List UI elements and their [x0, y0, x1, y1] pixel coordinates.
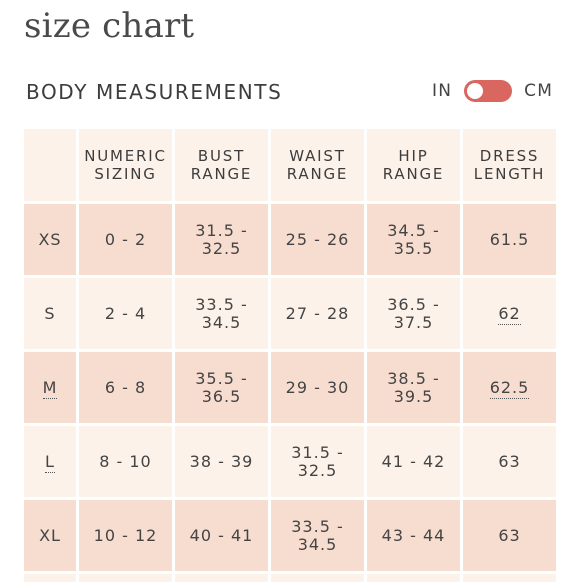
waist-range-cell: 33.5 - 34.5	[271, 500, 364, 571]
empty-cell	[24, 574, 76, 582]
cell-value: 36.5 - 37.5	[387, 294, 440, 332]
dress-length-link[interactable]: 62.5	[489, 377, 530, 399]
cell-value: 31.5 - 32.5	[291, 442, 344, 480]
table-row: XL 10 - 12 40 - 41 33.5 - 34.5 43 - 44 6…	[24, 500, 556, 571]
hip-range-cell: 34.5 - 35.5	[367, 204, 460, 275]
unit-toggle: IN CM	[432, 80, 553, 102]
dress-length-cell: 63	[463, 426, 556, 497]
header-label: HIP RANGE	[382, 147, 445, 183]
switch-knob	[467, 83, 484, 99]
cell-value: 33.5 - 34.5	[291, 516, 344, 554]
dress-length-cell[interactable]: 62.5	[463, 352, 556, 423]
numeric-sizing-cell: 2 - 4	[79, 278, 172, 349]
empty-cell	[79, 574, 172, 582]
size-label-cell: XL	[24, 500, 76, 571]
header-cell-numeric-sizing: NUMERIC SIZING	[79, 129, 172, 201]
waist-range-cell: 29 - 30	[271, 352, 364, 423]
waist-range-cell: 27 - 28	[271, 278, 364, 349]
bust-range-cell: 31.5 - 32.5	[175, 204, 268, 275]
numeric-sizing-cell: 8 - 10	[79, 426, 172, 497]
size-label-cell[interactable]: L	[24, 426, 76, 497]
unit-label-cm: CM	[524, 81, 554, 101]
cell-value: 38.5 - 39.5	[387, 368, 440, 406]
cell-value: 35.5 - 36.5	[195, 368, 248, 406]
empty-cell	[271, 574, 364, 582]
header-label: BUST RANGE	[190, 147, 253, 183]
dress-length-link[interactable]: 62	[498, 303, 521, 325]
size-label-cell: S	[24, 278, 76, 349]
size-table: NUMERIC SIZING BUST RANGE WAIST RANGE HI…	[21, 126, 559, 585]
unit-label-in: IN	[432, 81, 453, 101]
numeric-sizing-cell: 0 - 2	[79, 204, 172, 275]
section-title: BODY MEASUREMENTS	[26, 80, 283, 104]
cell-value: 31.5 - 32.5	[195, 220, 248, 258]
hip-range-cell: 43 - 44	[367, 500, 460, 571]
size-label-link[interactable]: L	[45, 451, 55, 473]
cell-value: 33.5 - 34.5	[195, 294, 248, 332]
dress-length-cell: 63	[463, 500, 556, 571]
empty-cell	[463, 574, 556, 582]
waist-range-cell: 31.5 - 32.5	[271, 426, 364, 497]
table-row: L 8 - 10 38 - 39 31.5 - 32.5 41 - 42 63	[24, 426, 556, 497]
empty-cell	[175, 574, 268, 582]
table-row: XS 0 - 2 31.5 - 32.5 25 - 26 34.5 - 35.5…	[24, 204, 556, 275]
hip-range-cell: 41 - 42	[367, 426, 460, 497]
header-cell-waist-range: WAIST RANGE	[271, 129, 364, 201]
header-label: WAIST RANGE	[286, 147, 349, 183]
numeric-sizing-cell: 10 - 12	[79, 500, 172, 571]
table-row: S 2 - 4 33.5 - 34.5 27 - 28 36.5 - 37.5 …	[24, 278, 556, 349]
bust-range-cell: 35.5 - 36.5	[175, 352, 268, 423]
hip-range-cell: 36.5 - 37.5	[367, 278, 460, 349]
header-cell-size	[24, 129, 76, 201]
size-label-link[interactable]: M	[42, 377, 58, 399]
waist-range-cell: 25 - 26	[271, 204, 364, 275]
size-label-cell[interactable]: M	[24, 352, 76, 423]
header-cell-bust-range: BUST RANGE	[175, 129, 268, 201]
dress-length-cell[interactable]: 62	[463, 278, 556, 349]
page-title: size chart	[24, 6, 195, 46]
dress-length-cell: 61.5	[463, 204, 556, 275]
header-cell-hip-range: HIP RANGE	[367, 129, 460, 201]
bust-range-cell: 33.5 - 34.5	[175, 278, 268, 349]
bust-range-cell: 38 - 39	[175, 426, 268, 497]
header-label: DRESS LENGTH	[473, 147, 546, 183]
cell-value: 34.5 - 35.5	[387, 220, 440, 258]
bust-range-cell: 40 - 41	[175, 500, 268, 571]
unit-switch[interactable]	[464, 80, 513, 102]
header-cell-dress-length: DRESS LENGTH	[463, 129, 556, 201]
table-header-row: NUMERIC SIZING BUST RANGE WAIST RANGE HI…	[24, 129, 556, 201]
header-label: NUMERIC SIZING	[84, 147, 167, 183]
empty-cell	[367, 574, 460, 582]
table-row-partial	[24, 574, 556, 582]
size-label-cell: XS	[24, 204, 76, 275]
hip-range-cell: 38.5 - 39.5	[367, 352, 460, 423]
numeric-sizing-cell: 6 - 8	[79, 352, 172, 423]
table-row: M 6 - 8 35.5 - 36.5 29 - 30 38.5 - 39.5 …	[24, 352, 556, 423]
